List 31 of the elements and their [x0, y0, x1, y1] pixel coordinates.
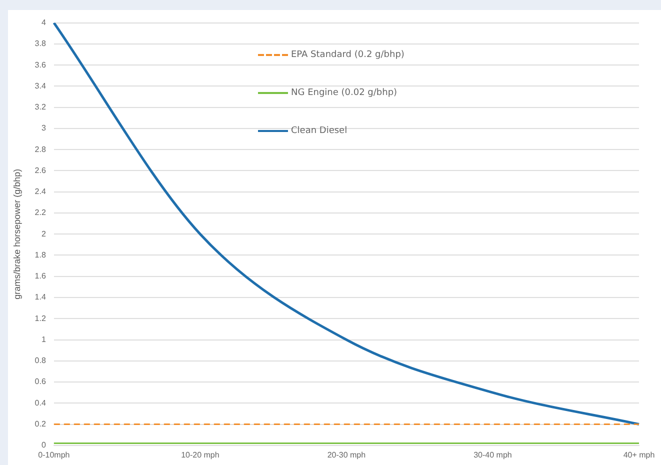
y-tick-label: 0.8 [34, 356, 46, 366]
y-axis-title: grams/brake horsepower (g/bhp) [12, 168, 22, 300]
y-tick-label: 3.6 [34, 60, 46, 70]
y-tick-label: 0.2 [34, 419, 46, 428]
y-tick-label: 4 [41, 18, 46, 28]
y-tick-label: 3 [41, 124, 46, 133]
x-tick-label: 40+ mph [623, 450, 655, 460]
y-tick-label: 3.2 [34, 102, 46, 112]
y-tick-label: 2 [41, 229, 46, 238]
y-tick-label: 1.2 [34, 314, 46, 323]
y-tick-label: 0.4 [34, 398, 46, 408]
legend-label: EPA Standard (0.2 g/bhp) [291, 50, 404, 60]
x-tick-label: 10-20 mph [181, 450, 220, 460]
y-tick-label: 1.6 [34, 272, 46, 281]
y-tick-label: 1 [41, 334, 46, 344]
y-tick-label: 1.8 [34, 250, 46, 260]
y-tick-label: 3.8 [34, 39, 46, 48]
y-tick-label: 2.8 [34, 144, 46, 154]
legend-label: NG Engine (0.02 g/bhp) [291, 88, 398, 98]
y-tick-label: 2.2 [34, 208, 46, 218]
y-tick-label: 3.4 [34, 81, 46, 90]
legend-label: Clean Diesel [291, 126, 348, 136]
y-tick-label: 2.4 [34, 187, 46, 196]
line-series [52, 22, 640, 426]
y-tick-label: 0.6 [34, 377, 46, 386]
y-tick-label: 0 [41, 440, 46, 450]
x-tick-label: 20-30 mph [327, 450, 366, 460]
x-tick-label: 0-10mph [38, 450, 70, 460]
x-tick-label: 30-40 mph [474, 450, 512, 460]
y-tick-label: 1.4 [34, 292, 46, 302]
y-tick-label: 2.6 [34, 166, 46, 175]
